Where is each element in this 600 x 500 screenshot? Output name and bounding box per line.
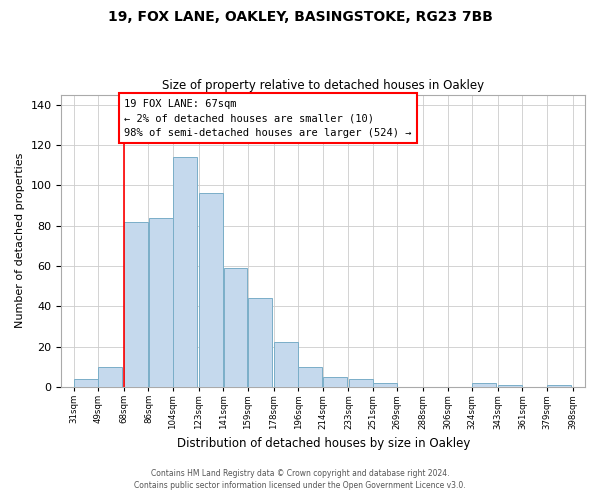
Bar (248, 298, 272, 387)
Bar (98, 366, 122, 387)
Y-axis label: Number of detached properties: Number of detached properties (15, 153, 25, 328)
Text: Contains HM Land Registry data © Crown copyright and database right 2024.
Contai: Contains HM Land Registry data © Crown c… (134, 468, 466, 490)
Text: 19 FOX LANE: 67sqm
← 2% of detached houses are smaller (10)
98% of semi-detached: 19 FOX LANE: 67sqm ← 2% of detached hous… (124, 98, 412, 138)
Bar (349, 379, 373, 387)
Bar (323, 377, 347, 387)
Bar (499, 385, 522, 387)
Bar (373, 383, 397, 387)
Bar (199, 194, 223, 387)
X-axis label: Distribution of detached houses by size in Oakley: Distribution of detached houses by size … (176, 437, 470, 450)
Bar (547, 385, 571, 387)
Bar (298, 366, 322, 387)
Bar (173, 157, 197, 387)
Bar (224, 268, 247, 387)
Bar (274, 342, 298, 387)
Title: Size of property relative to detached houses in Oakley: Size of property relative to detached ho… (162, 79, 484, 92)
Bar (149, 218, 173, 387)
Bar (124, 222, 148, 387)
Bar (74, 379, 98, 387)
Bar (472, 383, 496, 387)
Text: 19, FOX LANE, OAKLEY, BASINGSTOKE, RG23 7BB: 19, FOX LANE, OAKLEY, BASINGSTOKE, RG23 … (107, 10, 493, 24)
